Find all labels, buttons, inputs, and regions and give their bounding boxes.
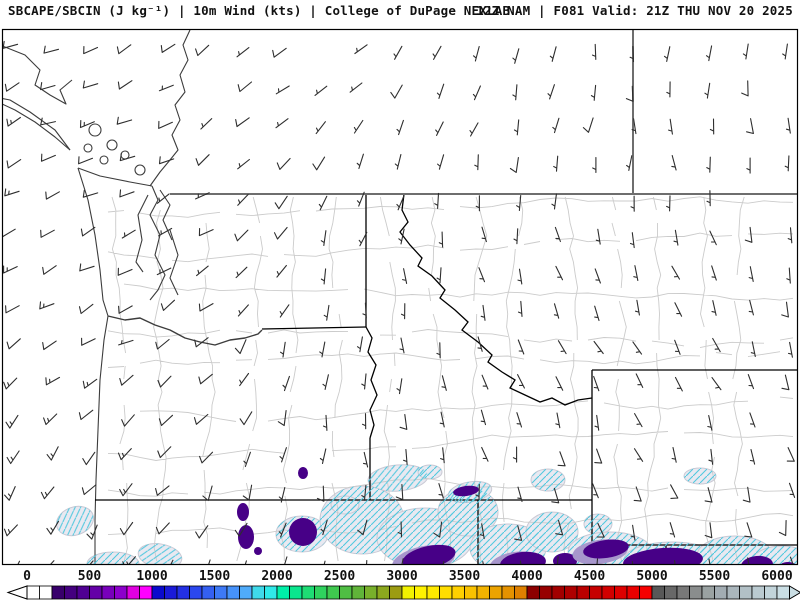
colorbar-segment (364, 585, 378, 600)
colorbar-segment (426, 585, 440, 600)
colorbar-segment (351, 585, 365, 600)
colorbar-tick-label: 1000 (136, 569, 167, 584)
colorbar-segment (214, 585, 228, 600)
colorbar-segment (764, 585, 778, 600)
colorbar-segment (326, 585, 340, 600)
colorbar-tick-label: 5000 (636, 569, 667, 584)
colorbar-segment (639, 585, 653, 600)
colorbar-tick-label: 4000 (511, 569, 542, 584)
colorbar-segment (239, 585, 253, 600)
colorbar-segment (551, 585, 565, 600)
colorbar-segment (539, 585, 553, 600)
colorbar-segment (64, 585, 78, 600)
colorbar-segment (751, 585, 765, 600)
colorbar-segment (689, 585, 703, 600)
colorbar-segment (89, 585, 103, 600)
colorbar-segment (476, 585, 490, 600)
colorbar-segment (676, 585, 690, 600)
colorbar-segment (289, 585, 303, 600)
colorbar-segment (526, 585, 540, 600)
colorbar-segment (401, 585, 415, 600)
colorbar: 0 500 1000 1500 2000 2500 3000 3500 4000 4500 5000… (6, 569, 800, 600)
colorbar-segment (126, 585, 140, 600)
colorbar-tick-label: 3500 (449, 569, 480, 584)
colorbar-segment (189, 585, 203, 600)
colorbar-segment (564, 585, 578, 600)
canada-borders (170, 30, 797, 195)
colorbar-tick-label: 500 (78, 569, 102, 584)
colorbar-segment (776, 585, 790, 600)
colorbar-segment (451, 585, 465, 600)
colorbar-segment (714, 585, 728, 600)
colorbar-segment (151, 585, 165, 600)
county-lines (107, 196, 794, 562)
colorbar-tick-label: 5500 (699, 569, 730, 584)
colorbar-tick-label: 4500 (574, 569, 605, 584)
colorbar-tick-label: 1500 (199, 569, 230, 584)
colorbar-segment (389, 585, 403, 600)
colorbar-segment (726, 585, 740, 600)
colorbar-segment (139, 585, 153, 600)
colorbar-segment (701, 585, 715, 600)
colorbar-tick-label: 0 (23, 569, 31, 584)
colorbar-segment (439, 585, 453, 600)
colorbar-segment (276, 585, 290, 600)
colorbar-segment (739, 585, 753, 600)
colorbar-segment (589, 585, 603, 600)
colorbar-left-arrow (6, 585, 28, 600)
colorbar-segment (39, 585, 53, 600)
colorbar-segment (176, 585, 190, 600)
colorbar-segment (114, 585, 128, 600)
colorbar-segment (501, 585, 515, 600)
model-run-valid-time: 12Z NAM | F081 Valid: 21Z THU NOV 20 202… (476, 3, 793, 18)
colorbar-segment (664, 585, 678, 600)
colorbar-segment (76, 585, 90, 600)
product-title: SBCAPE/SBCIN (J kg⁻¹) | 10m Wind (kts) |… (8, 3, 511, 18)
colorbar-segment (489, 585, 503, 600)
colorbar-segment (264, 585, 278, 600)
colorbar-segment (576, 585, 590, 600)
colorbar-segment (301, 585, 315, 600)
colorbar-segment (226, 585, 240, 600)
colorbar-segment (101, 585, 115, 600)
map-layers (2, 29, 797, 564)
colorbar-segment (614, 585, 628, 600)
colorbar-segment (514, 585, 528, 600)
colorbar-segment (339, 585, 353, 600)
colorbar-segment (51, 585, 65, 600)
colorbar-segment (314, 585, 328, 600)
map-frame (1, 28, 799, 566)
colorbar-segment (414, 585, 428, 600)
colorbar-segment (26, 585, 40, 600)
colorbar-segment (651, 585, 665, 600)
colorbar-tick-label: 2500 (324, 569, 355, 584)
colorbar-segment (201, 585, 215, 600)
colorbar-segment (251, 585, 265, 600)
coastline (2, 29, 263, 564)
colorbar-right-arrow (789, 585, 800, 600)
colorbar-segment (464, 585, 478, 600)
cape-fill-layer (237, 467, 795, 564)
colorbar-tick-label: 6000 (761, 569, 792, 584)
wind-barbs-layer (2, 40, 796, 564)
colorbar-segment (626, 585, 640, 600)
colorbar-tick-label: 3000 (386, 569, 417, 584)
colorbar-tick-label: 2000 (261, 569, 292, 584)
colorbar-segment (601, 585, 615, 600)
colorbar-segment (164, 585, 178, 600)
colorbar-segment (376, 585, 390, 600)
